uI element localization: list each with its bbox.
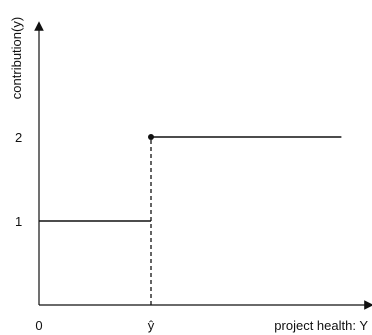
y-axis-label: contribution(y) [9, 17, 24, 99]
y-tick-label-1: 1 [15, 214, 22, 229]
x-tick-label-2: ŷ [148, 318, 155, 333]
axes [34, 21, 372, 310]
x-tick-label-1: 0 [35, 318, 42, 333]
x-axis-label: project health: Y [274, 318, 368, 333]
jump-point-marker [148, 134, 154, 140]
y-tick-label-2: 2 [15, 130, 22, 145]
labels: 1 2 0 ŷ project health: Y contribution(y) [9, 17, 368, 333]
series-marks [39, 134, 342, 305]
